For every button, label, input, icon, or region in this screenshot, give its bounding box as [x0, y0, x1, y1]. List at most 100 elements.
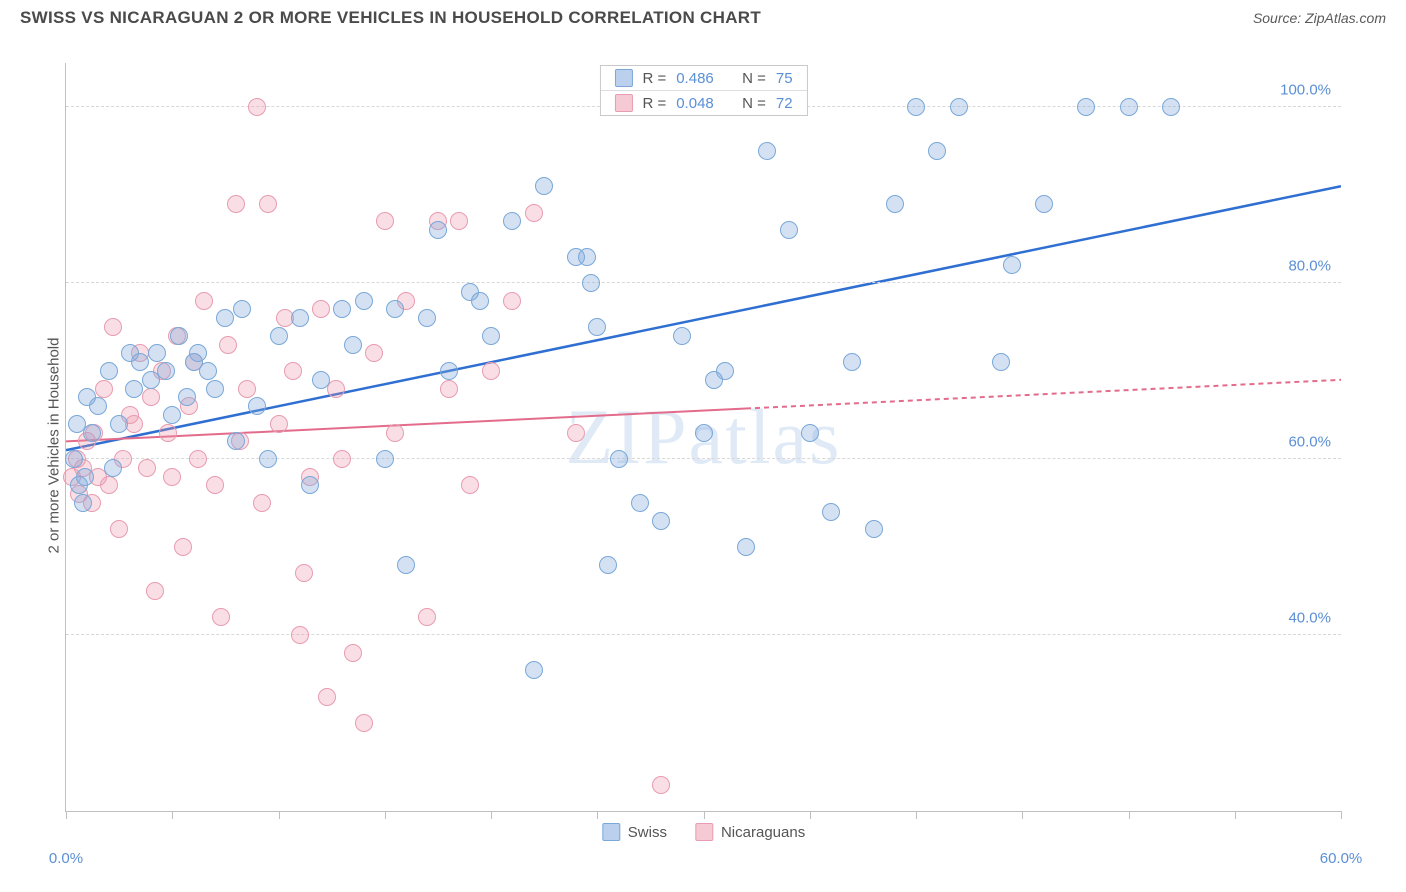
scatter-marker [170, 327, 188, 345]
scatter-marker [355, 292, 373, 310]
scatter-marker [429, 221, 447, 239]
scatter-marker [189, 344, 207, 362]
scatter-marker [386, 300, 404, 318]
scatter-marker [355, 714, 373, 732]
scatter-marker [284, 362, 302, 380]
scatter-marker [652, 776, 670, 794]
stat-n-value: 75 [776, 70, 793, 87]
scatter-marker [673, 327, 691, 345]
scatter-marker [312, 300, 330, 318]
grid-line [66, 634, 1341, 635]
scatter-marker [450, 212, 468, 230]
x-tick [172, 811, 173, 819]
legend-swatch [695, 823, 713, 841]
scatter-marker [138, 459, 156, 477]
x-tick-label: 60.0% [1320, 850, 1363, 867]
y-tick-label: 100.0% [1280, 82, 1331, 99]
scatter-marker [928, 142, 946, 160]
scatter-marker [227, 195, 245, 213]
scatter-marker [386, 424, 404, 442]
scatter-marker [216, 309, 234, 327]
scatter-marker [233, 300, 251, 318]
scatter-marker [376, 450, 394, 468]
y-tick-label: 40.0% [1288, 610, 1331, 627]
legend-label: Swiss [628, 824, 667, 841]
scatter-marker [610, 450, 628, 468]
scatter-marker [131, 353, 149, 371]
y-tick-label: 80.0% [1288, 258, 1331, 275]
x-tick [1341, 811, 1342, 819]
scatter-marker [578, 248, 596, 266]
legend-stats-row: R =0.486 N =75 [600, 66, 806, 90]
scatter-marker [104, 318, 122, 336]
scatter-marker [758, 142, 776, 160]
scatter-marker [1162, 98, 1180, 116]
scatter-marker [83, 424, 101, 442]
scatter-marker [189, 450, 207, 468]
x-tick [1022, 811, 1023, 819]
stat-r-label: R = [642, 95, 666, 112]
scatter-marker [259, 195, 277, 213]
scatter-marker [291, 309, 309, 327]
source-name: ZipAtlas.com [1305, 10, 1386, 26]
source-attribution: Source: ZipAtlas.com [1253, 10, 1386, 26]
x-tick [491, 811, 492, 819]
x-tick [704, 811, 705, 819]
scatter-marker [440, 362, 458, 380]
scatter-marker [270, 415, 288, 433]
scatter-marker [253, 494, 271, 512]
scatter-marker [146, 582, 164, 600]
scatter-marker [482, 362, 500, 380]
scatter-marker [344, 336, 362, 354]
scatter-marker [95, 380, 113, 398]
scatter-marker [588, 318, 606, 336]
scatter-marker [503, 212, 521, 230]
y-axis-label: 2 or more Vehicles in Household [46, 338, 63, 554]
scatter-marker [206, 380, 224, 398]
legend-swatch [602, 823, 620, 841]
scatter-marker [376, 212, 394, 230]
plot-area: 2 or more Vehicles in Household ZIPatlas… [65, 63, 1341, 812]
x-tick [1129, 811, 1130, 819]
scatter-marker [525, 661, 543, 679]
scatter-marker [212, 608, 230, 626]
grid-line [66, 282, 1341, 283]
scatter-marker [1003, 256, 1021, 274]
stat-r-label: R = [642, 70, 666, 87]
scatter-marker [142, 388, 160, 406]
scatter-marker [567, 424, 585, 442]
scatter-marker [652, 512, 670, 530]
source-label: Source: [1253, 10, 1301, 26]
scatter-marker [163, 406, 181, 424]
scatter-marker [1077, 98, 1095, 116]
scatter-marker [76, 468, 94, 486]
legend-label: Nicaraguans [721, 824, 805, 841]
legend-item: Swiss [602, 823, 667, 841]
scatter-marker [822, 503, 840, 521]
scatter-marker [318, 688, 336, 706]
scatter-marker [1120, 98, 1138, 116]
scatter-marker [418, 608, 436, 626]
scatter-marker [206, 476, 224, 494]
scatter-marker [238, 380, 256, 398]
scatter-marker [89, 397, 107, 415]
scatter-marker [195, 292, 213, 310]
x-tick [279, 811, 280, 819]
scatter-marker [471, 292, 489, 310]
scatter-marker [780, 221, 798, 239]
x-tick [66, 811, 67, 819]
stat-r-value: 0.048 [676, 95, 714, 112]
scatter-marker [270, 327, 288, 345]
scatter-marker [599, 556, 617, 574]
scatter-marker [1035, 195, 1053, 213]
scatter-marker [843, 353, 861, 371]
scatter-marker [716, 362, 734, 380]
legend-swatch [614, 94, 632, 112]
scatter-marker [482, 327, 500, 345]
grid-line [66, 458, 1341, 459]
scatter-marker [886, 195, 904, 213]
scatter-marker [397, 556, 415, 574]
scatter-marker [163, 468, 181, 486]
legend-bottom: Swiss Nicaraguans [602, 823, 805, 841]
stat-n-value: 72 [776, 95, 793, 112]
